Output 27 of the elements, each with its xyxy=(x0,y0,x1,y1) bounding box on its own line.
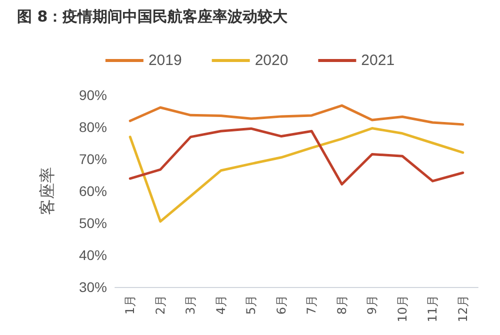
y-tick-label: 90% xyxy=(78,87,107,103)
x-tick-label: 1月 xyxy=(123,295,138,315)
legend-label: 2020 xyxy=(254,52,288,69)
line-series xyxy=(128,127,464,223)
line-series xyxy=(128,127,464,186)
x-tick-label: 2月 xyxy=(153,295,168,315)
legend-label: 2021 xyxy=(361,52,395,69)
y-tick-label: 80% xyxy=(78,119,107,135)
x-tick-label: 8月 xyxy=(334,295,349,315)
x-tick-label: 9月 xyxy=(365,295,380,315)
x-tick-label: 5月 xyxy=(244,295,258,315)
x-tick-label: 12月 xyxy=(456,295,470,322)
x-tick-label: 10月 xyxy=(395,295,410,322)
x-tick-label: 4月 xyxy=(214,295,228,315)
y-tick-label: 40% xyxy=(78,247,107,263)
x-tick-label: 3月 xyxy=(184,295,198,315)
y-tick-label: 70% xyxy=(78,151,107,167)
x-tick-label: 6月 xyxy=(274,295,288,315)
legend-label: 2019 xyxy=(148,52,182,69)
x-tick-label: 11月 xyxy=(426,295,440,322)
y-tick-label: 50% xyxy=(78,215,107,231)
y-tick-label: 30% xyxy=(78,279,107,295)
x-tick-label: 7月 xyxy=(304,295,319,315)
chart-title: 图 8：疫情期间中国民航客座率波动较大 xyxy=(17,8,289,26)
y-tick-label: 60% xyxy=(78,183,107,199)
line-series xyxy=(128,104,464,126)
y-axis-title: 客座率 xyxy=(38,167,56,215)
